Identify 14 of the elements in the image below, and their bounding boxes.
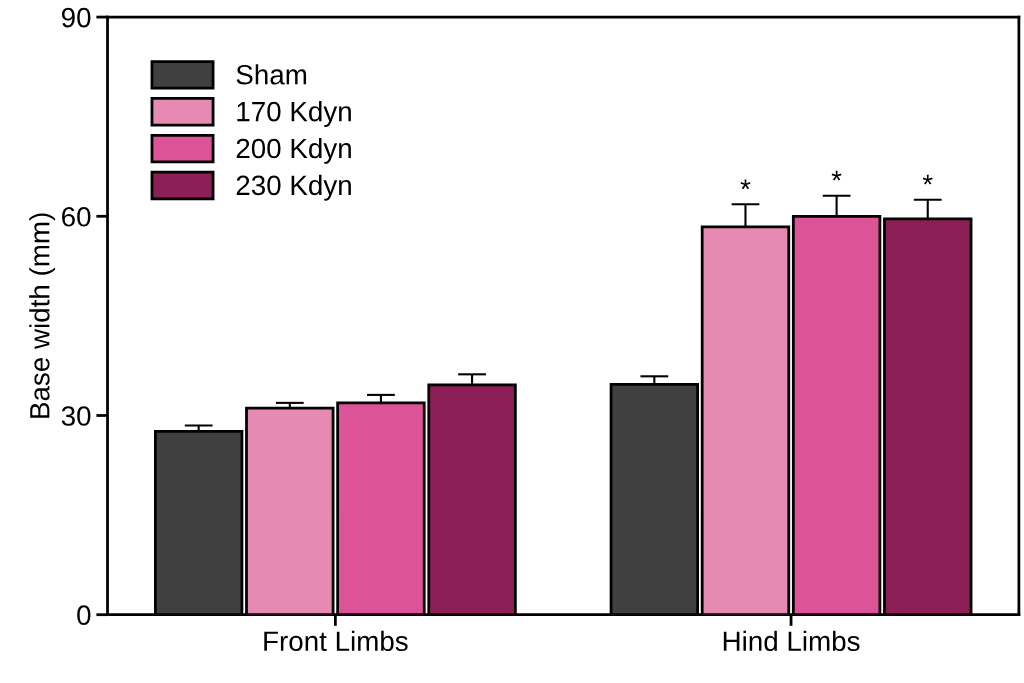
annotation: * [831, 170, 842, 181]
legend-label: 170 Kdyn [237, 101, 351, 127]
legend-label: 200 Kdyn [236, 137, 351, 164]
y-axis-title: Base width (mm) [29, 213, 56, 418]
x-tick-label: Front Limbs [264, 630, 408, 652]
legend-label: Sham [236, 64, 307, 85]
y-tick-label: 90 [61, 7, 91, 28]
y-tick-label: 30 [61, 406, 91, 426]
annotation: * [922, 174, 933, 185]
y-tick-label: 60 [62, 206, 91, 227]
legend-label: 230 Kdyn [236, 174, 351, 201]
y-tick-label: 0 [77, 605, 91, 626]
x-tick-label: Hind Limbs [723, 630, 860, 652]
annotation: * [740, 179, 751, 190]
